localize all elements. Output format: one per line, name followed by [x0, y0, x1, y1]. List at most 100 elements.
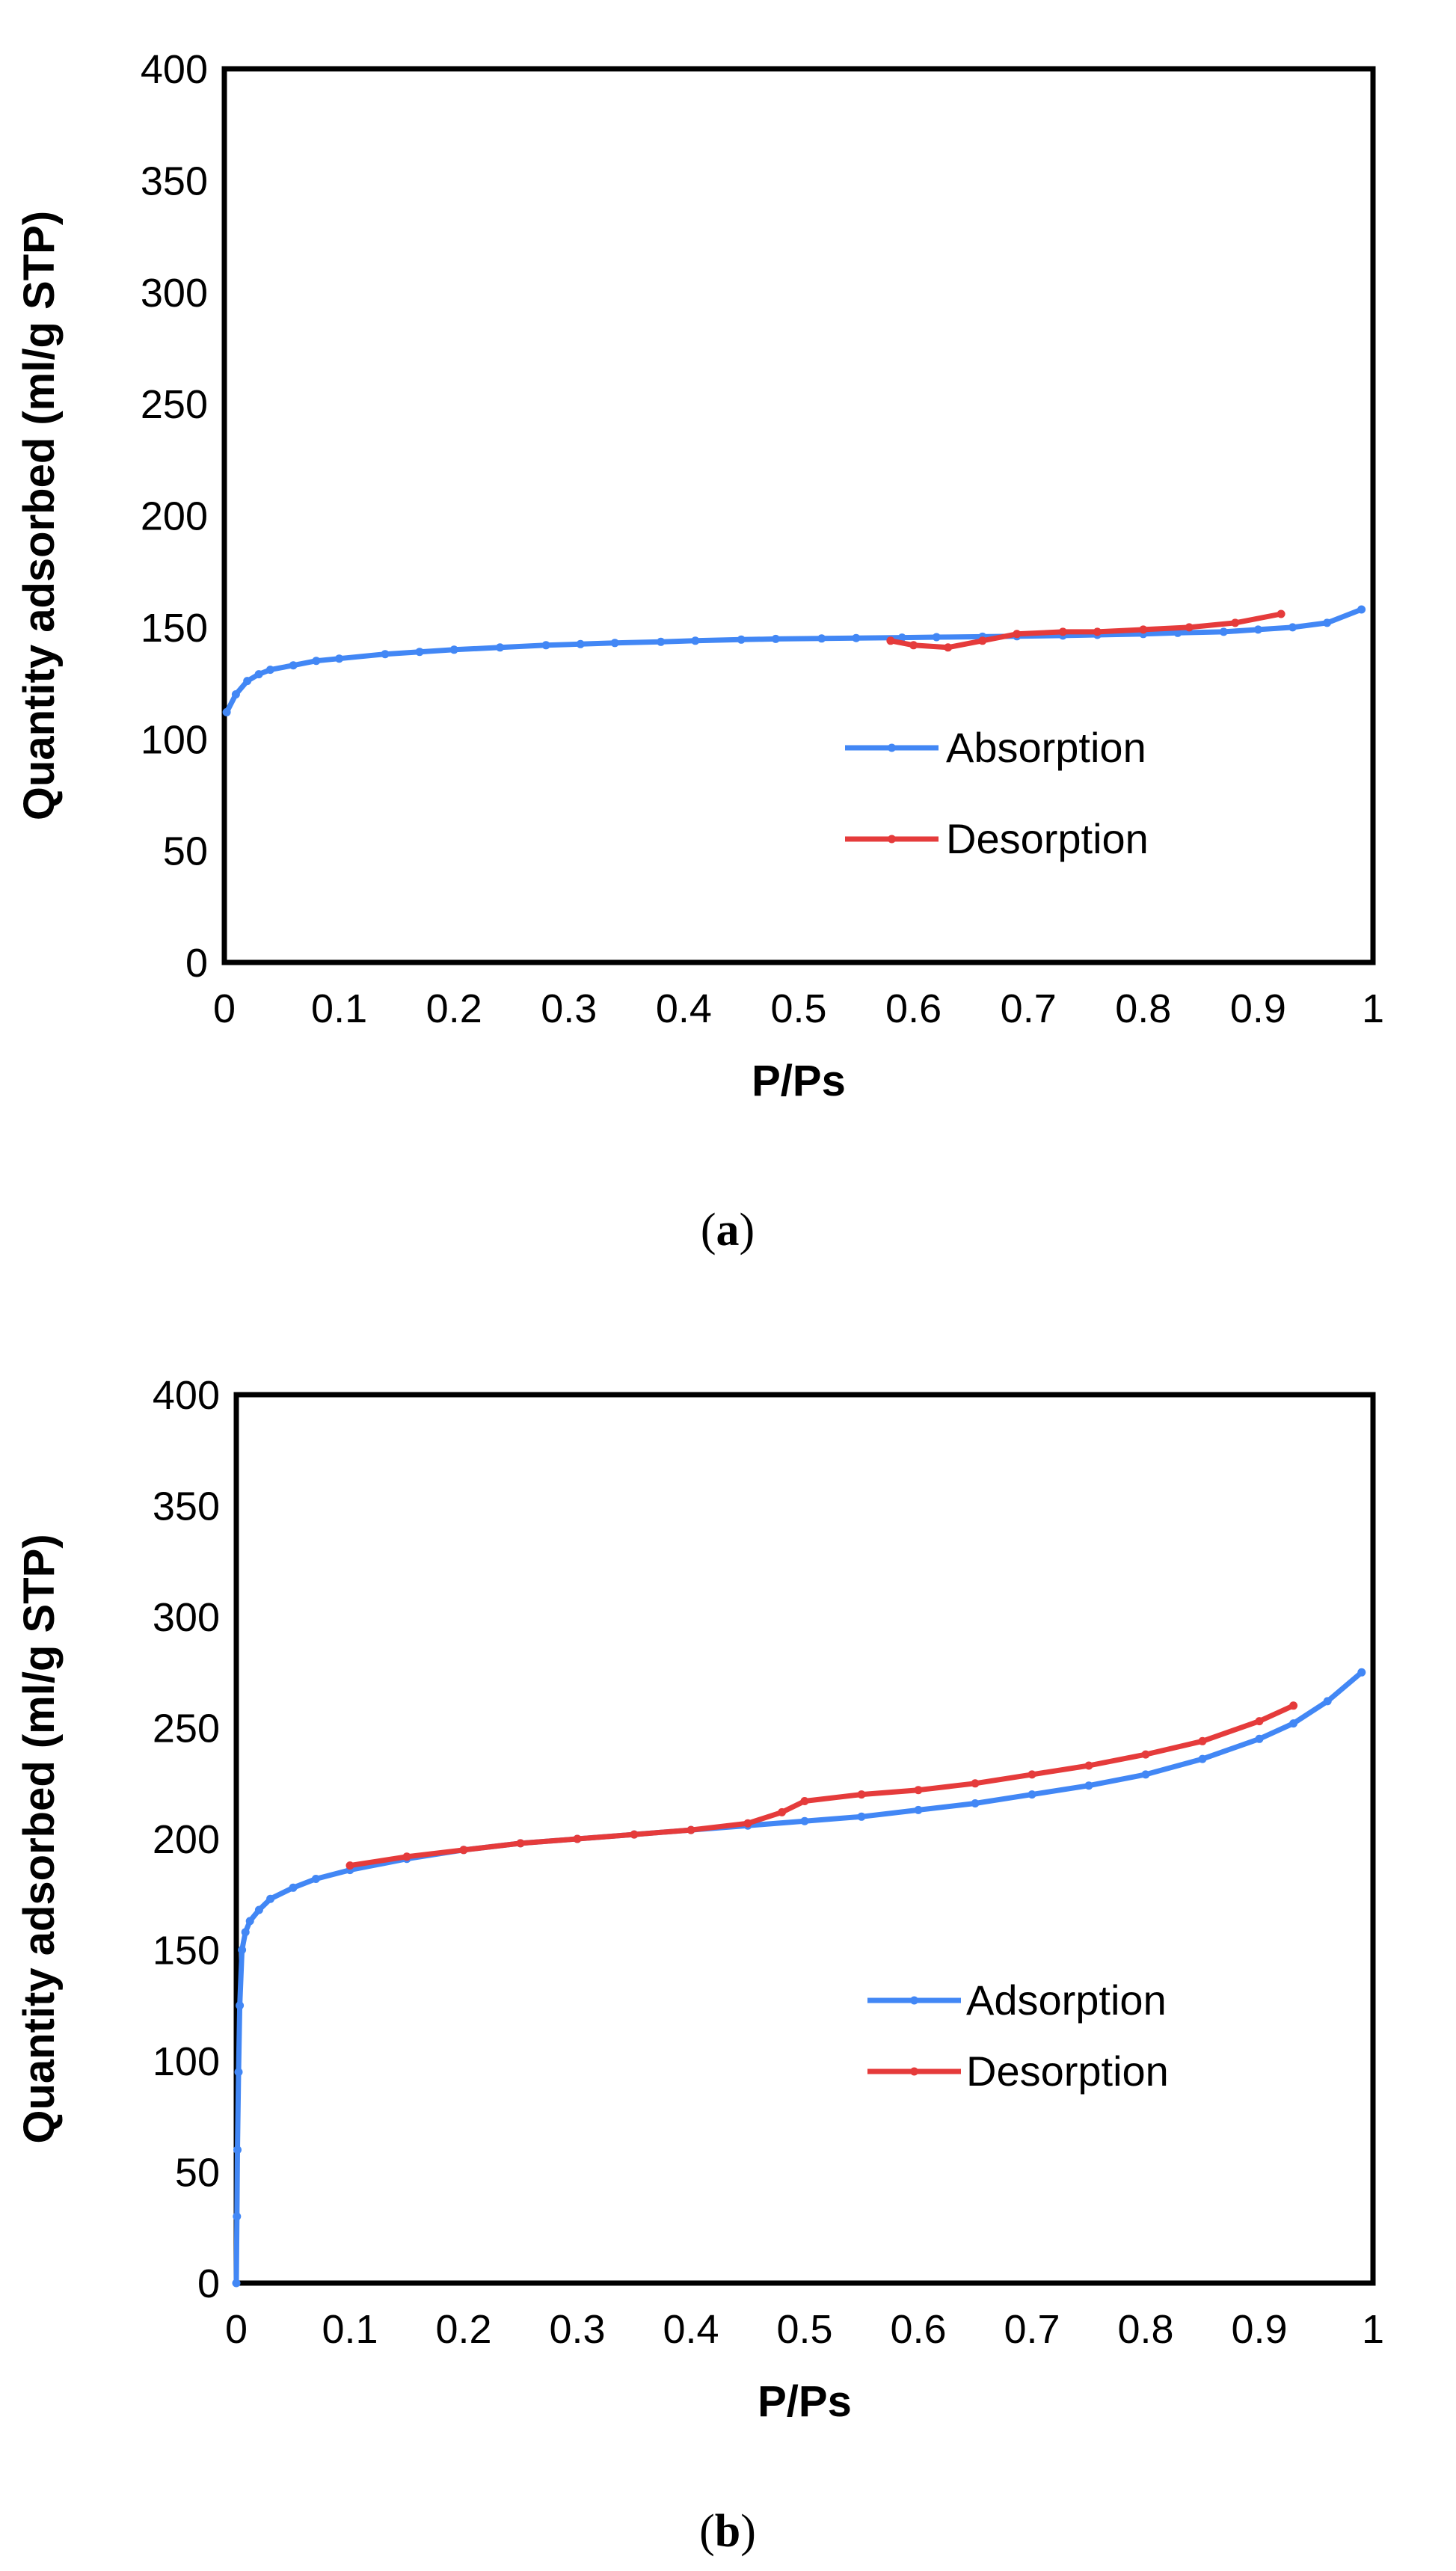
panel-b-series-desorption-point: [459, 1846, 468, 1855]
panel-a-x-tick-label: 0.9: [1230, 986, 1286, 1031]
panel-a-series-desorption-point: [1231, 618, 1240, 627]
panel-b-x-tick-label: 0.1: [322, 2307, 378, 2352]
panel-b-series-desorption: [345, 1701, 1298, 1870]
panel-a-series-absorption-point: [852, 633, 861, 642]
panel-a-series-absorption-point: [449, 645, 458, 654]
panel-a-y-tick-label: 200: [141, 494, 208, 539]
panel-b-series-desorption-point: [573, 1834, 582, 1843]
panel-a-series-absorption-point: [289, 661, 298, 670]
panel-b-series-desorption-point: [1255, 1717, 1264, 1726]
panel-a-series-absorption-line: [224, 606, 1365, 715]
panel-b-series-desorption-point: [1141, 1750, 1150, 1759]
panel-a-y-tick-label: 400: [141, 47, 208, 92]
panel-a-y-tick-label: 150: [141, 606, 208, 651]
panel-b-series-adsorption-point: [266, 1894, 275, 1903]
panel-a-series-absorption-point: [1323, 618, 1332, 627]
panel-b-series-adsorption-point: [1289, 1719, 1298, 1728]
panel-b-series-adsorption-point: [857, 1812, 866, 1821]
panel-b-x-tick-label: 0.7: [1004, 2307, 1060, 2352]
panel-a-y-tick-label: 250: [141, 382, 208, 427]
panel-a-y-tick-label: 300: [141, 271, 208, 316]
panel-b-legend-marker-desorption: [910, 2067, 918, 2076]
panel-b-series-desorption-point: [402, 1852, 411, 1861]
panel-b-y-tick-label: 250: [153, 1707, 220, 1751]
panel-a-legend-label-absorption: Absorption: [946, 724, 1146, 771]
panel-a-series-absorption-point: [1253, 625, 1262, 634]
panel-a-series-absorption-point: [691, 636, 700, 645]
panel-a-series-absorption-point: [415, 648, 424, 657]
panel-a-series-absorption-point: [657, 637, 666, 646]
panel-b-series-desorption-point: [1028, 1770, 1036, 1779]
panel-a-series-desorption-point: [909, 641, 918, 650]
panel-a-series-absorption-point: [610, 639, 619, 648]
panel-b-series-adsorption-point: [241, 1928, 250, 1937]
panel-a-x-tick-label: 0.4: [656, 986, 712, 1031]
panel-a-series-absorption-point: [737, 635, 746, 644]
panel-a-x-tick-label: 0.5: [770, 986, 826, 1031]
panel-b-series-desorption-point: [1084, 1761, 1093, 1770]
panel-b-x-tick-label: 0.6: [890, 2307, 946, 2352]
panel-b-series-desorption-point: [1198, 1736, 1207, 1745]
panel-b-series-desorption-point: [778, 1807, 787, 1816]
panel-a-series-absorption-point: [381, 650, 390, 659]
panel-b-series-adsorption-point: [289, 1883, 298, 1892]
panel-a-y-tick-label: 50: [163, 829, 208, 874]
panel-b-x-tick-label: 0.9: [1231, 2307, 1287, 2352]
panel-b-series-desorption-point: [516, 1839, 525, 1848]
panel-a-series-desorption-point: [1139, 625, 1148, 634]
panel-b-series-adsorption-line: [233, 1669, 1365, 2286]
panel-a-x-tick-label: 0.6: [885, 986, 942, 1031]
panel-a-x-tick-label: 1: [1362, 986, 1384, 1031]
panel-b-caption: (b): [699, 2506, 756, 2557]
panel-b-x-tick-label: 0.2: [435, 2307, 491, 2352]
panel-a-y-tick-label: 100: [141, 717, 208, 762]
panel-b-caption-letter: b: [715, 2506, 740, 2557]
panel-b-series-desorption-point: [971, 1779, 980, 1788]
panel-b-plot-frame: [233, 1392, 1376, 2286]
panel-a-series-absorption-point: [1219, 627, 1228, 636]
panel-b-series-desorption-point: [800, 1797, 809, 1805]
panel-b-y-tick-label: 0: [197, 2261, 220, 2306]
panel-a-y-tick-label: 350: [141, 159, 208, 203]
panel-b-x-tick-label: 0.5: [776, 2307, 832, 2352]
panel-b-x-tick-label: 1: [1362, 2307, 1384, 2352]
panel-a-series-absorption-point: [265, 666, 274, 675]
panel-b-x-tick-label: 0.3: [549, 2307, 605, 2352]
panel-a-series-absorption-point: [541, 641, 550, 650]
panel-b-series-adsorption-point: [233, 2145, 242, 2154]
panel-b-y-tick-label: 400: [153, 1373, 220, 1418]
panel-b-caption-close: ): [740, 2506, 756, 2557]
panel-a-series-absorption: [222, 605, 1366, 716]
panel-b-legend: Adsorption Desorption: [867, 1976, 1169, 2095]
panel-b-chart: 0 50 100 150 200 250 300 350 400 0 0.1 0.2 0.3 0.4 0.5…: [15, 1373, 1384, 2426]
panel-a-x-tick-label: 0: [213, 986, 236, 1031]
panel-a-legend-label-desorption: Desorption: [946, 815, 1149, 862]
panel-b-series-desorption-point: [630, 1830, 639, 1839]
panel-a-series-absorption-point: [243, 677, 252, 686]
panel-a-x-tick-label: 0.7: [1001, 986, 1057, 1031]
panel-a-caption-letter: a: [716, 1205, 740, 1256]
panel-a-legend-marker-absorption: [888, 743, 896, 752]
panel-a-chart: 0 50 100 150 200 250 300 350 400 0 0.1 0.2 0.3 0.4 0.5…: [15, 47, 1384, 1105]
panel-b-y-axis-title: Quantity adsorbed (ml/g STP): [15, 1534, 64, 2143]
panel-b-caption-open: (: [699, 2506, 715, 2557]
panel-a-series-desorption-point: [1093, 627, 1102, 636]
panel-a-caption-close: ): [740, 1205, 755, 1256]
panel-a-series-absorption-point: [576, 639, 585, 648]
panel-a-series-desorption: [886, 609, 1285, 652]
panel-b-series-adsorption: [232, 1668, 1366, 2288]
panel-b-series-desorption-point: [914, 1786, 923, 1795]
panel-b-series-adsorption-point: [234, 2068, 243, 2077]
panel-b-y-tick-label: 350: [153, 1484, 220, 1529]
panel-a-series-desorption-point: [944, 643, 953, 652]
panel-a-series-absorption-point: [222, 707, 231, 716]
panel-a-x-tick-label: 0.1: [311, 986, 367, 1031]
panel-b-series-desorption-point: [1289, 1701, 1298, 1710]
panel-b-series-adsorption-point: [254, 1905, 263, 1914]
panel-a-legend: Absorption Desorption: [845, 724, 1149, 862]
panel-b-series-adsorption-point: [1198, 1754, 1207, 1763]
panel-b-legend-marker-adsorption: [910, 1996, 918, 2005]
panel-b-legend-label-adsorption: Adsorption: [966, 1976, 1167, 2024]
panel-b-series-adsorption-point: [1028, 1790, 1036, 1799]
